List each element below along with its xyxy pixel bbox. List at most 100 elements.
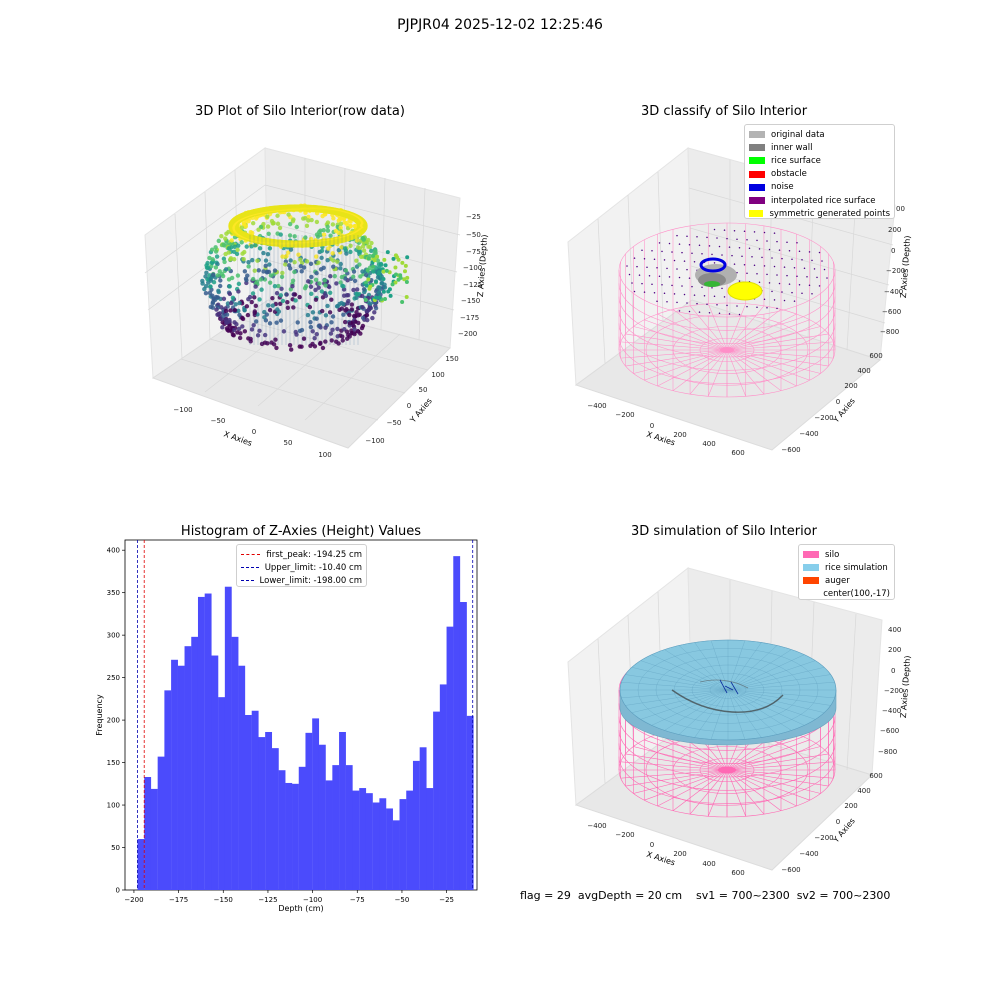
raw-point [354, 295, 359, 301]
raw-rim-point [345, 210, 352, 217]
raw-rim-point [249, 209, 255, 215]
raw-point [275, 205, 280, 210]
hist-xtick-label: −25 [439, 896, 454, 904]
raw-point [310, 310, 316, 315]
raw-rim-point [321, 205, 327, 212]
interp-point [678, 310, 681, 312]
raw-protrusion-point [379, 298, 384, 303]
raw-point [220, 242, 225, 247]
raw-point [294, 224, 299, 230]
raw-point [256, 257, 261, 263]
raw-rim-point [293, 204, 299, 210]
raw-rim-point [341, 209, 347, 215]
raw-rim-point [247, 212, 253, 218]
raw-rim-point [232, 216, 238, 223]
raw-point [347, 321, 353, 326]
sim-ztick-3: −200 [884, 687, 903, 695]
swatch-rice-surface [749, 157, 765, 165]
raw-point [279, 274, 285, 280]
raw-rim-point [359, 224, 366, 230]
raw-point [354, 287, 360, 292]
raw-point [232, 244, 237, 249]
raw-point [372, 268, 378, 274]
raw-point [213, 249, 219, 254]
hist-bar [433, 711, 440, 890]
raw-rim-point [297, 204, 303, 210]
raw-point [249, 244, 254, 249]
raw-point [219, 305, 224, 310]
raw-point [350, 236, 355, 241]
raw-point [229, 238, 234, 243]
raw-point [215, 261, 220, 267]
hist-bar [318, 744, 326, 890]
raw-point [232, 242, 237, 247]
raw-point [358, 254, 364, 260]
raw-rim-point [296, 205, 302, 211]
raw-point [243, 224, 249, 229]
sim-silo-floor-spoke [726, 769, 747, 817]
raw-rim-point [232, 227, 239, 233]
hist-bar [164, 690, 172, 890]
hist-title: Histogram of Z-Axies (Height) Values [180, 524, 422, 539]
interp-point [783, 299, 786, 302]
raw-point [343, 308, 348, 313]
raw-rim-point [362, 222, 368, 228]
raw-rim-point [323, 238, 329, 244]
raw-rim-point [287, 204, 293, 210]
raw-rim-point [357, 218, 363, 224]
raw-rim-point [229, 226, 235, 232]
raw-point [244, 244, 249, 249]
raw-point [283, 254, 288, 260]
raw-point [232, 308, 237, 314]
swatch-center [803, 591, 817, 598]
raw-rim-point [271, 239, 277, 245]
raw-rim-point [359, 218, 366, 224]
raw-point [347, 334, 352, 339]
classify-silo-floor-spoke [726, 341, 834, 351]
raw-rim-point [322, 207, 328, 213]
raw-point [205, 260, 210, 266]
raw-point [317, 281, 322, 286]
raw-rim-point [299, 241, 306, 247]
raw-rim-point [318, 239, 324, 245]
raw-rim-point [362, 221, 368, 227]
raw-point [298, 208, 303, 213]
raw-point [337, 307, 342, 313]
raw-point [267, 246, 273, 251]
raw-point [319, 255, 324, 261]
raw-point [317, 323, 322, 328]
raw-rim-point [228, 221, 235, 227]
raw-rim-point [324, 206, 330, 212]
raw-rim-point [270, 241, 276, 247]
classify-original-data-blob [695, 264, 737, 286]
raw-rim-point [235, 227, 241, 233]
raw-point [342, 302, 347, 307]
raw-point [287, 238, 293, 243]
raw-rim-point [237, 213, 244, 219]
classify-silo-floor-spoke [726, 313, 797, 351]
raw-rim-point [273, 241, 279, 247]
hist-bar [271, 748, 279, 890]
raw-point [354, 230, 359, 235]
hist-xtick-label: −175 [169, 896, 188, 904]
raw-point [230, 332, 236, 337]
raw-point [307, 208, 313, 214]
interp-point [806, 276, 808, 278]
sim-silo-floor-spoke [726, 723, 747, 771]
raw-rim-point [339, 235, 345, 241]
raw-rim-point [312, 240, 318, 246]
raw-rim-point [247, 235, 253, 241]
raw-rim-point [233, 223, 239, 229]
raw-rim-point [233, 230, 239, 237]
raw-rim-point [244, 235, 250, 241]
raw-point [308, 279, 313, 285]
raw-point [221, 256, 227, 261]
raw-point [363, 269, 368, 274]
raw-rim-point [264, 239, 270, 245]
raw-rim-point [291, 204, 298, 210]
raw-point [208, 284, 213, 289]
raw-rim-point [281, 206, 287, 213]
sim-silo-floor-spoke [726, 761, 834, 771]
interp-point [691, 285, 693, 288]
raw-rim-point [356, 215, 362, 221]
